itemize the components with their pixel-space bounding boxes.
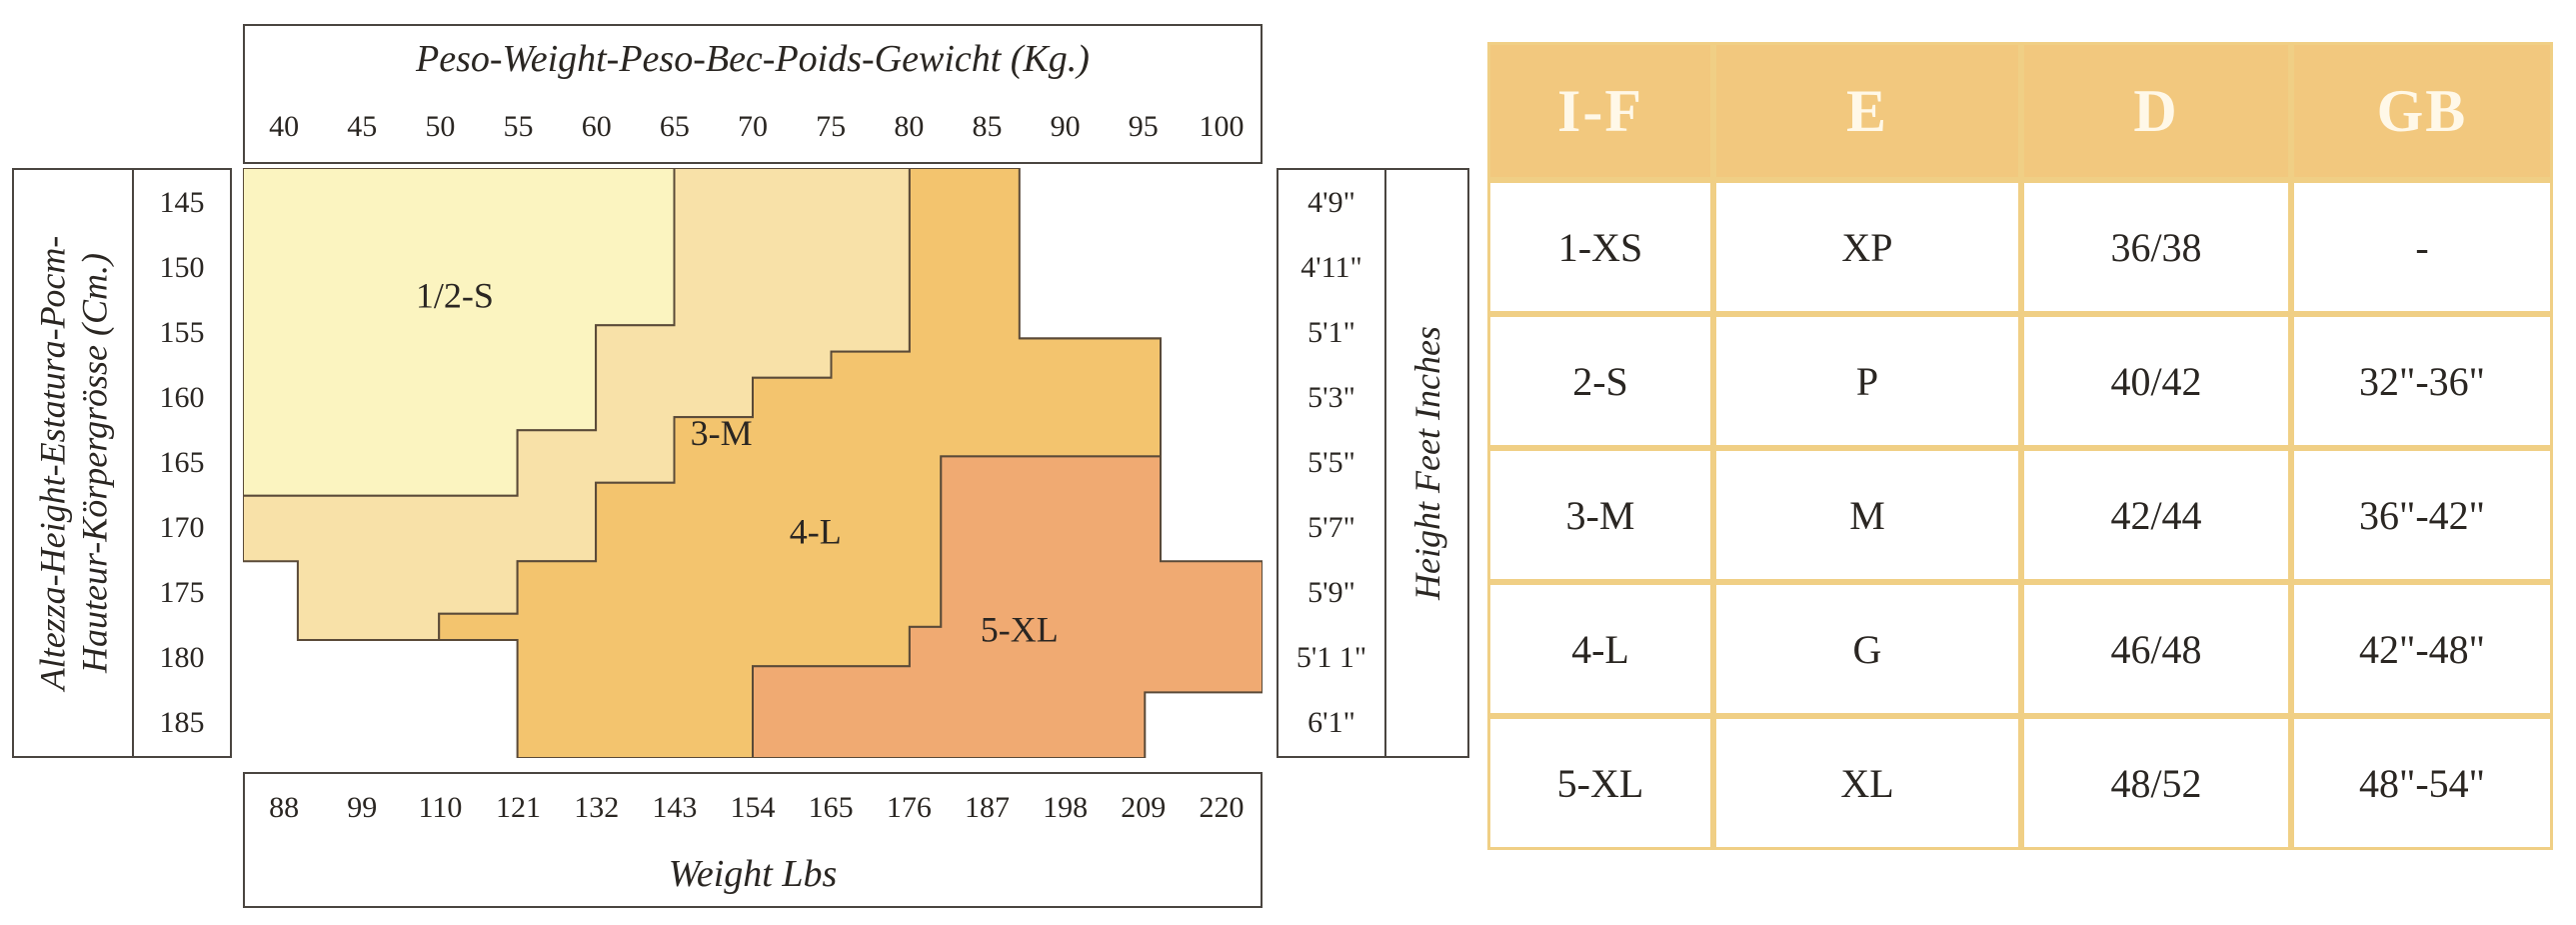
size-chart-plot: 1/2-S 3-M 4-L 5-XL [243, 168, 1263, 758]
size-region-4 [752, 337, 1263, 758]
table-row: 2-S P 40/42 32"-36" [1487, 314, 2553, 448]
left-axis-title-box: Altezza-Height-Estatura-Рост- Hauteur-Kö… [12, 168, 134, 758]
table-cell: 4-L [1487, 582, 1713, 716]
table-cell: 1-XS [1487, 180, 1713, 314]
left-tick: 160 [159, 380, 205, 414]
right-tick: 4'9" [1307, 185, 1355, 219]
top-tick: 75 [816, 110, 847, 143]
size-conversion-table: I-F E D GB 1-XS XP 36/38 - 2-S P 40/42 3… [1487, 42, 2553, 850]
left-tick: 170 [159, 511, 205, 545]
column-header: GB [2291, 42, 2553, 180]
size-region-label-1: 1/2-S [416, 275, 494, 315]
left-axis-ticks: 145 150 155 160 165 170 175 180 185 [132, 168, 232, 758]
bottom-tick: 132 [574, 791, 620, 824]
top-tick: 85 [972, 110, 1003, 143]
left-tick: 165 [159, 445, 205, 479]
top-axis-title: Peso-Weight-Peso-Bec-Poids-Gewicht (Kg.) [416, 38, 1090, 80]
table-cell: 32"-36" [2291, 314, 2553, 448]
table-cell: XL [1713, 716, 2021, 850]
table-row: 3-M M 42/44 36"-42" [1487, 448, 2553, 582]
top-tick: 100 [1199, 110, 1245, 143]
top-tick: 40 [269, 110, 300, 143]
top-tick: 95 [1128, 110, 1159, 143]
column-header: D [2021, 42, 2291, 180]
right-tick: 5'5" [1307, 445, 1355, 479]
size-region-label-3: 4-L [790, 511, 842, 551]
bottom-tick: 121 [496, 791, 542, 824]
column-header: E [1713, 42, 2021, 180]
right-tick: 5'7" [1307, 511, 1355, 545]
table-cell: 48"-54" [2291, 716, 2553, 850]
top-tick: 60 [581, 110, 612, 143]
right-tick: 6'1" [1307, 706, 1355, 740]
top-axis-ticks: 40 45 50 55 60 65 70 75 80 85 90 95 100 [243, 92, 1263, 164]
top-tick: 55 [503, 110, 534, 143]
table-cell: 42"-48" [2291, 582, 2553, 716]
bottom-axis-title-box: Weight Lbs [243, 842, 1263, 908]
top-tick: 65 [659, 110, 690, 143]
table-cell: P [1713, 314, 2021, 448]
bottom-tick: 154 [730, 791, 776, 824]
table-cell: 48/52 [2021, 716, 2291, 850]
right-axis-ticks: 4'9" 4'11" 5'1" 5'3" 5'5" 5'7" 5'9" 5'1 … [1277, 168, 1386, 758]
left-tick: 145 [159, 185, 205, 219]
table-cell: 5-XL [1487, 716, 1713, 850]
bottom-tick: 143 [652, 791, 698, 824]
top-axis-title-box: Peso-Weight-Peso-Bec-Poids-Gewicht (Kg.) [243, 24, 1263, 94]
bottom-tick: 99 [347, 791, 378, 824]
bottom-tick: 88 [269, 791, 300, 824]
table-cell: 3-M [1487, 448, 1713, 582]
right-tick: 5'1" [1307, 315, 1355, 349]
table-cell: XP [1713, 180, 2021, 314]
right-axis-title-box: Height Feet Inches [1384, 168, 1469, 758]
table-row: 5-XL XL 48/52 48"-54" [1487, 716, 2553, 850]
table-header-row: I-F E D GB [1487, 42, 2553, 180]
right-axis-title: Height Feet Inches [1406, 326, 1447, 600]
right-tick: 4'11" [1300, 250, 1362, 284]
left-tick: 150 [159, 250, 205, 284]
table-row: 1-XS XP 36/38 - [1487, 180, 2553, 314]
left-tick: 155 [159, 315, 205, 349]
top-tick: 70 [738, 110, 769, 143]
bottom-axis-ticks: 88 99 110 121 132 143 154 165 176 187 19… [243, 772, 1263, 844]
bottom-tick: 176 [886, 791, 932, 824]
bottom-tick: 209 [1121, 791, 1167, 824]
bottom-axis-title: Weight Lbs [668, 853, 838, 895]
left-axis-title-line2: Hauteur-Körpergrösse (Cm.) [74, 253, 115, 673]
bottom-tick: 187 [964, 791, 1010, 824]
table-cell: G [1713, 582, 2021, 716]
table-row: 4-L G 46/48 42"-48" [1487, 582, 2553, 716]
top-tick: 45 [347, 110, 378, 143]
table-cell: 36/38 [2021, 180, 2291, 314]
size-region-label-4: 5-XL [981, 610, 1059, 650]
right-tick: 5'1 1" [1295, 641, 1367, 675]
left-tick: 185 [159, 706, 205, 740]
top-tick: 50 [425, 110, 456, 143]
left-axis-title: Altezza-Height-Estatura-Рост- Hauteur-Kö… [31, 236, 115, 691]
bottom-tick: 165 [808, 791, 854, 824]
top-tick: 90 [1050, 110, 1081, 143]
table-cell: 2-S [1487, 314, 1713, 448]
table-cell: 46/48 [2021, 582, 2291, 716]
table-cell: 36"-42" [2291, 448, 2553, 582]
bottom-tick: 198 [1043, 791, 1089, 824]
table-cell: M [1713, 448, 2021, 582]
right-tick: 5'9" [1307, 576, 1355, 610]
top-tick: 80 [894, 110, 925, 143]
table-cell: - [2291, 180, 2553, 314]
bottom-tick: 220 [1199, 791, 1245, 824]
left-tick: 175 [159, 576, 205, 610]
bottom-tick: 110 [418, 791, 463, 824]
column-header: I-F [1487, 42, 1713, 180]
size-region-label-2: 3-M [691, 413, 753, 453]
left-axis-title-line1: Altezza-Height-Estatura-Рост- [32, 235, 73, 691]
right-tick: 5'3" [1307, 380, 1355, 414]
table-cell: 40/42 [2021, 314, 2291, 448]
left-tick: 180 [159, 641, 205, 675]
table-cell: 42/44 [2021, 448, 2291, 582]
